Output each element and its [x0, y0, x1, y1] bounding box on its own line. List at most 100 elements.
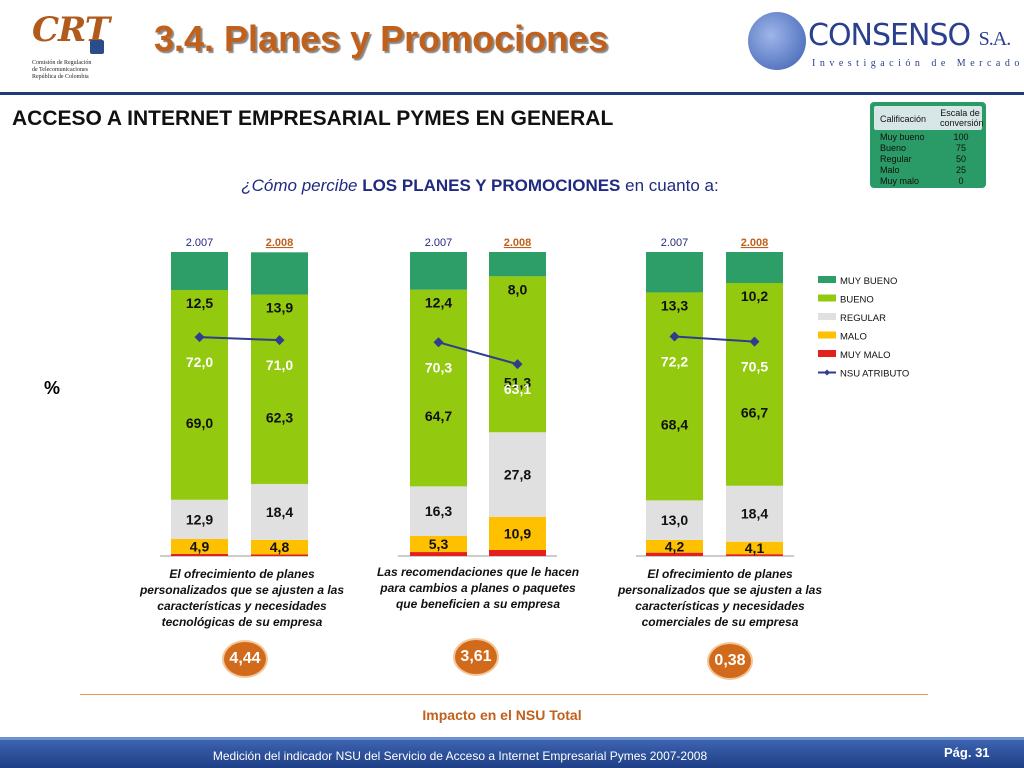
- footer-bar: [0, 740, 1024, 768]
- survey-question: ¿Cómo percibe LOS PLANES Y PROMOCIONES e…: [0, 176, 960, 196]
- legend-swatch: [818, 294, 836, 302]
- legend-label: NSU ATRIBUTO: [840, 369, 909, 380]
- group-description: El ofrecimiento de planes personalizados…: [139, 567, 345, 629]
- data-label-malo: 4,1: [745, 540, 765, 556]
- data-label-regular: 27,8: [504, 467, 531, 483]
- rating-row: Regular 50: [880, 154, 980, 165]
- year-tick-label: 2.008: [504, 237, 532, 249]
- data-label-regular: 16,3: [425, 503, 452, 519]
- data-label-muy-bueno: 13,3: [661, 297, 688, 313]
- nsu-data-label: 72,2: [661, 354, 688, 370]
- bar-segment-muy-bueno: [489, 252, 546, 277]
- bar-segment-bueno: [171, 290, 228, 500]
- bar-segment-regular: [489, 432, 546, 517]
- bar-segment-malo: [489, 516, 546, 550]
- bar-segment-bueno: [251, 294, 308, 484]
- data-label-malo: 10,9: [504, 525, 531, 541]
- data-label-bueno: 62,3: [266, 409, 293, 425]
- year-tick-label: 2.007: [425, 237, 453, 249]
- data-label-bueno: 51,3: [504, 374, 531, 390]
- nsu-series-line: [674, 335, 755, 343]
- data-label-malo: 4,2: [665, 538, 685, 554]
- bar-segment-regular: [410, 486, 467, 536]
- bar-segment-bueno: [410, 289, 467, 487]
- bar-segment-muy-malo: [251, 554, 308, 556]
- nsu-data-label: 70,5: [741, 359, 768, 375]
- nsu-data-label: 70,3: [425, 359, 452, 375]
- section-subtitle: ACCESO A INTERNET EMPRESARIAL PYMES EN G…: [12, 107, 614, 130]
- rating-row: Muy bueno 100: [880, 132, 980, 143]
- year-tick-label: 2.007: [186, 237, 214, 249]
- data-label-bueno: 68,4: [661, 416, 688, 432]
- impact-value-badge: 4,44: [222, 640, 268, 678]
- data-label-bueno: 69,0: [186, 415, 213, 431]
- legend-label: BUENO: [840, 295, 874, 306]
- data-label-regular: 18,4: [266, 504, 293, 520]
- crt-sub-line: República de Colombia: [32, 74, 89, 80]
- rating-row: Muy malo 0: [880, 176, 980, 187]
- data-label-regular: 13,0: [661, 512, 688, 528]
- rating-value: 75: [955, 143, 966, 153]
- consenso-logo: CONSENSO S.A. Investigación de Mercados: [748, 8, 1024, 78]
- data-label-muy-bueno: 10,2: [741, 288, 768, 304]
- year-tick-label: 2.008: [741, 237, 769, 249]
- impact-caption: Impacto en el NSU Total: [422, 707, 582, 723]
- question-prefix: ¿Cómo percibe: [241, 176, 363, 195]
- data-label-malo: 5,3: [429, 536, 449, 552]
- crt-logo-subtitle: Comisión de Regulación de Telecomunicaci…: [32, 60, 132, 81]
- rating-header-value: Escala de conversión: [940, 108, 984, 128]
- y-unit-label: %: [44, 378, 61, 398]
- legend-swatch: [818, 313, 836, 320]
- nsu-data-label: 71,0: [266, 357, 293, 373]
- nsu-point-marker: [512, 359, 523, 370]
- legend-label: MALO: [840, 332, 867, 343]
- crt-sub-line: de Telecomunicaciones: [32, 67, 88, 73]
- nsu-data-label: 72,0: [186, 354, 213, 370]
- footer-text: Medición del indicador NSU del Servicio …: [212, 749, 708, 763]
- rating-header-label: Calificación: [880, 114, 927, 124]
- impact-value-badge: 0,38: [707, 642, 753, 680]
- nsu-point-marker: [669, 331, 680, 342]
- data-label-regular: 12,9: [186, 511, 213, 527]
- legend-label: REGULAR: [840, 313, 886, 324]
- rating-row: Bueno 75: [880, 143, 980, 154]
- bar-segment-muy-malo: [726, 554, 783, 556]
- consenso-name: CONSENSO S.A.: [808, 18, 1012, 53]
- data-label-regular: 18,4: [741, 506, 768, 522]
- globe-icon: [748, 12, 806, 70]
- question-emphasis: LOS PLANES Y PROMOCIONES: [362, 176, 621, 195]
- bar-segment-malo: [410, 535, 467, 553]
- bar-segment-regular: [171, 499, 228, 539]
- rating-value: 0: [958, 176, 964, 186]
- data-label-muy-bueno: 12,5: [186, 295, 213, 311]
- legend-swatch: [818, 331, 836, 339]
- rating-scale-table: Calificación Escala de conversión Muy bu…: [870, 102, 986, 188]
- crt-logo: CRT Comisión de Regulación de Telecomuni…: [28, 10, 110, 80]
- nsu-point-marker: [274, 335, 285, 346]
- bar-segment-muy-malo: [489, 549, 546, 556]
- nsu-series-line: [199, 336, 280, 342]
- rating-label: Malo: [880, 165, 900, 175]
- nsu-data-label: 63,1: [504, 381, 531, 397]
- consenso-suffix: S.A.: [978, 28, 1012, 50]
- bar-segment-muy-bueno: [410, 252, 467, 290]
- group-description: Las recomendaciones que le hacen para ca…: [376, 565, 580, 611]
- group-description: El ofrecimiento de planes personalizados…: [617, 567, 823, 629]
- data-label-malo: 4,8: [270, 539, 290, 555]
- legend-swatch: [818, 350, 836, 357]
- rating-label: Muy bueno: [880, 132, 925, 142]
- data-label-bueno: 66,7: [741, 404, 768, 420]
- data-label-malo: 4,9: [190, 538, 210, 554]
- rating-value: 25: [955, 165, 966, 175]
- header-divider: [0, 92, 1024, 95]
- crt-sub-line: Comisión de Regulación: [32, 60, 92, 66]
- data-label-bueno: 64,7: [425, 408, 452, 424]
- bar-segment-regular: [726, 485, 783, 542]
- legend-label: MUY MALO: [840, 350, 891, 361]
- rating-row: Malo 25: [880, 165, 980, 176]
- bar-segment-malo: [726, 541, 783, 555]
- bar-segment-regular: [646, 500, 703, 540]
- consenso-word: CONSENSO: [808, 18, 971, 53]
- bar-segment-bueno: [646, 292, 703, 501]
- footer-divider: [80, 694, 928, 695]
